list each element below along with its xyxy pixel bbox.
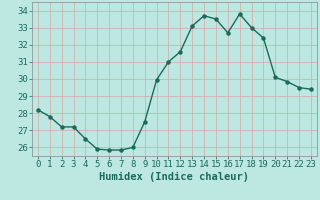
X-axis label: Humidex (Indice chaleur): Humidex (Indice chaleur) bbox=[100, 172, 249, 182]
